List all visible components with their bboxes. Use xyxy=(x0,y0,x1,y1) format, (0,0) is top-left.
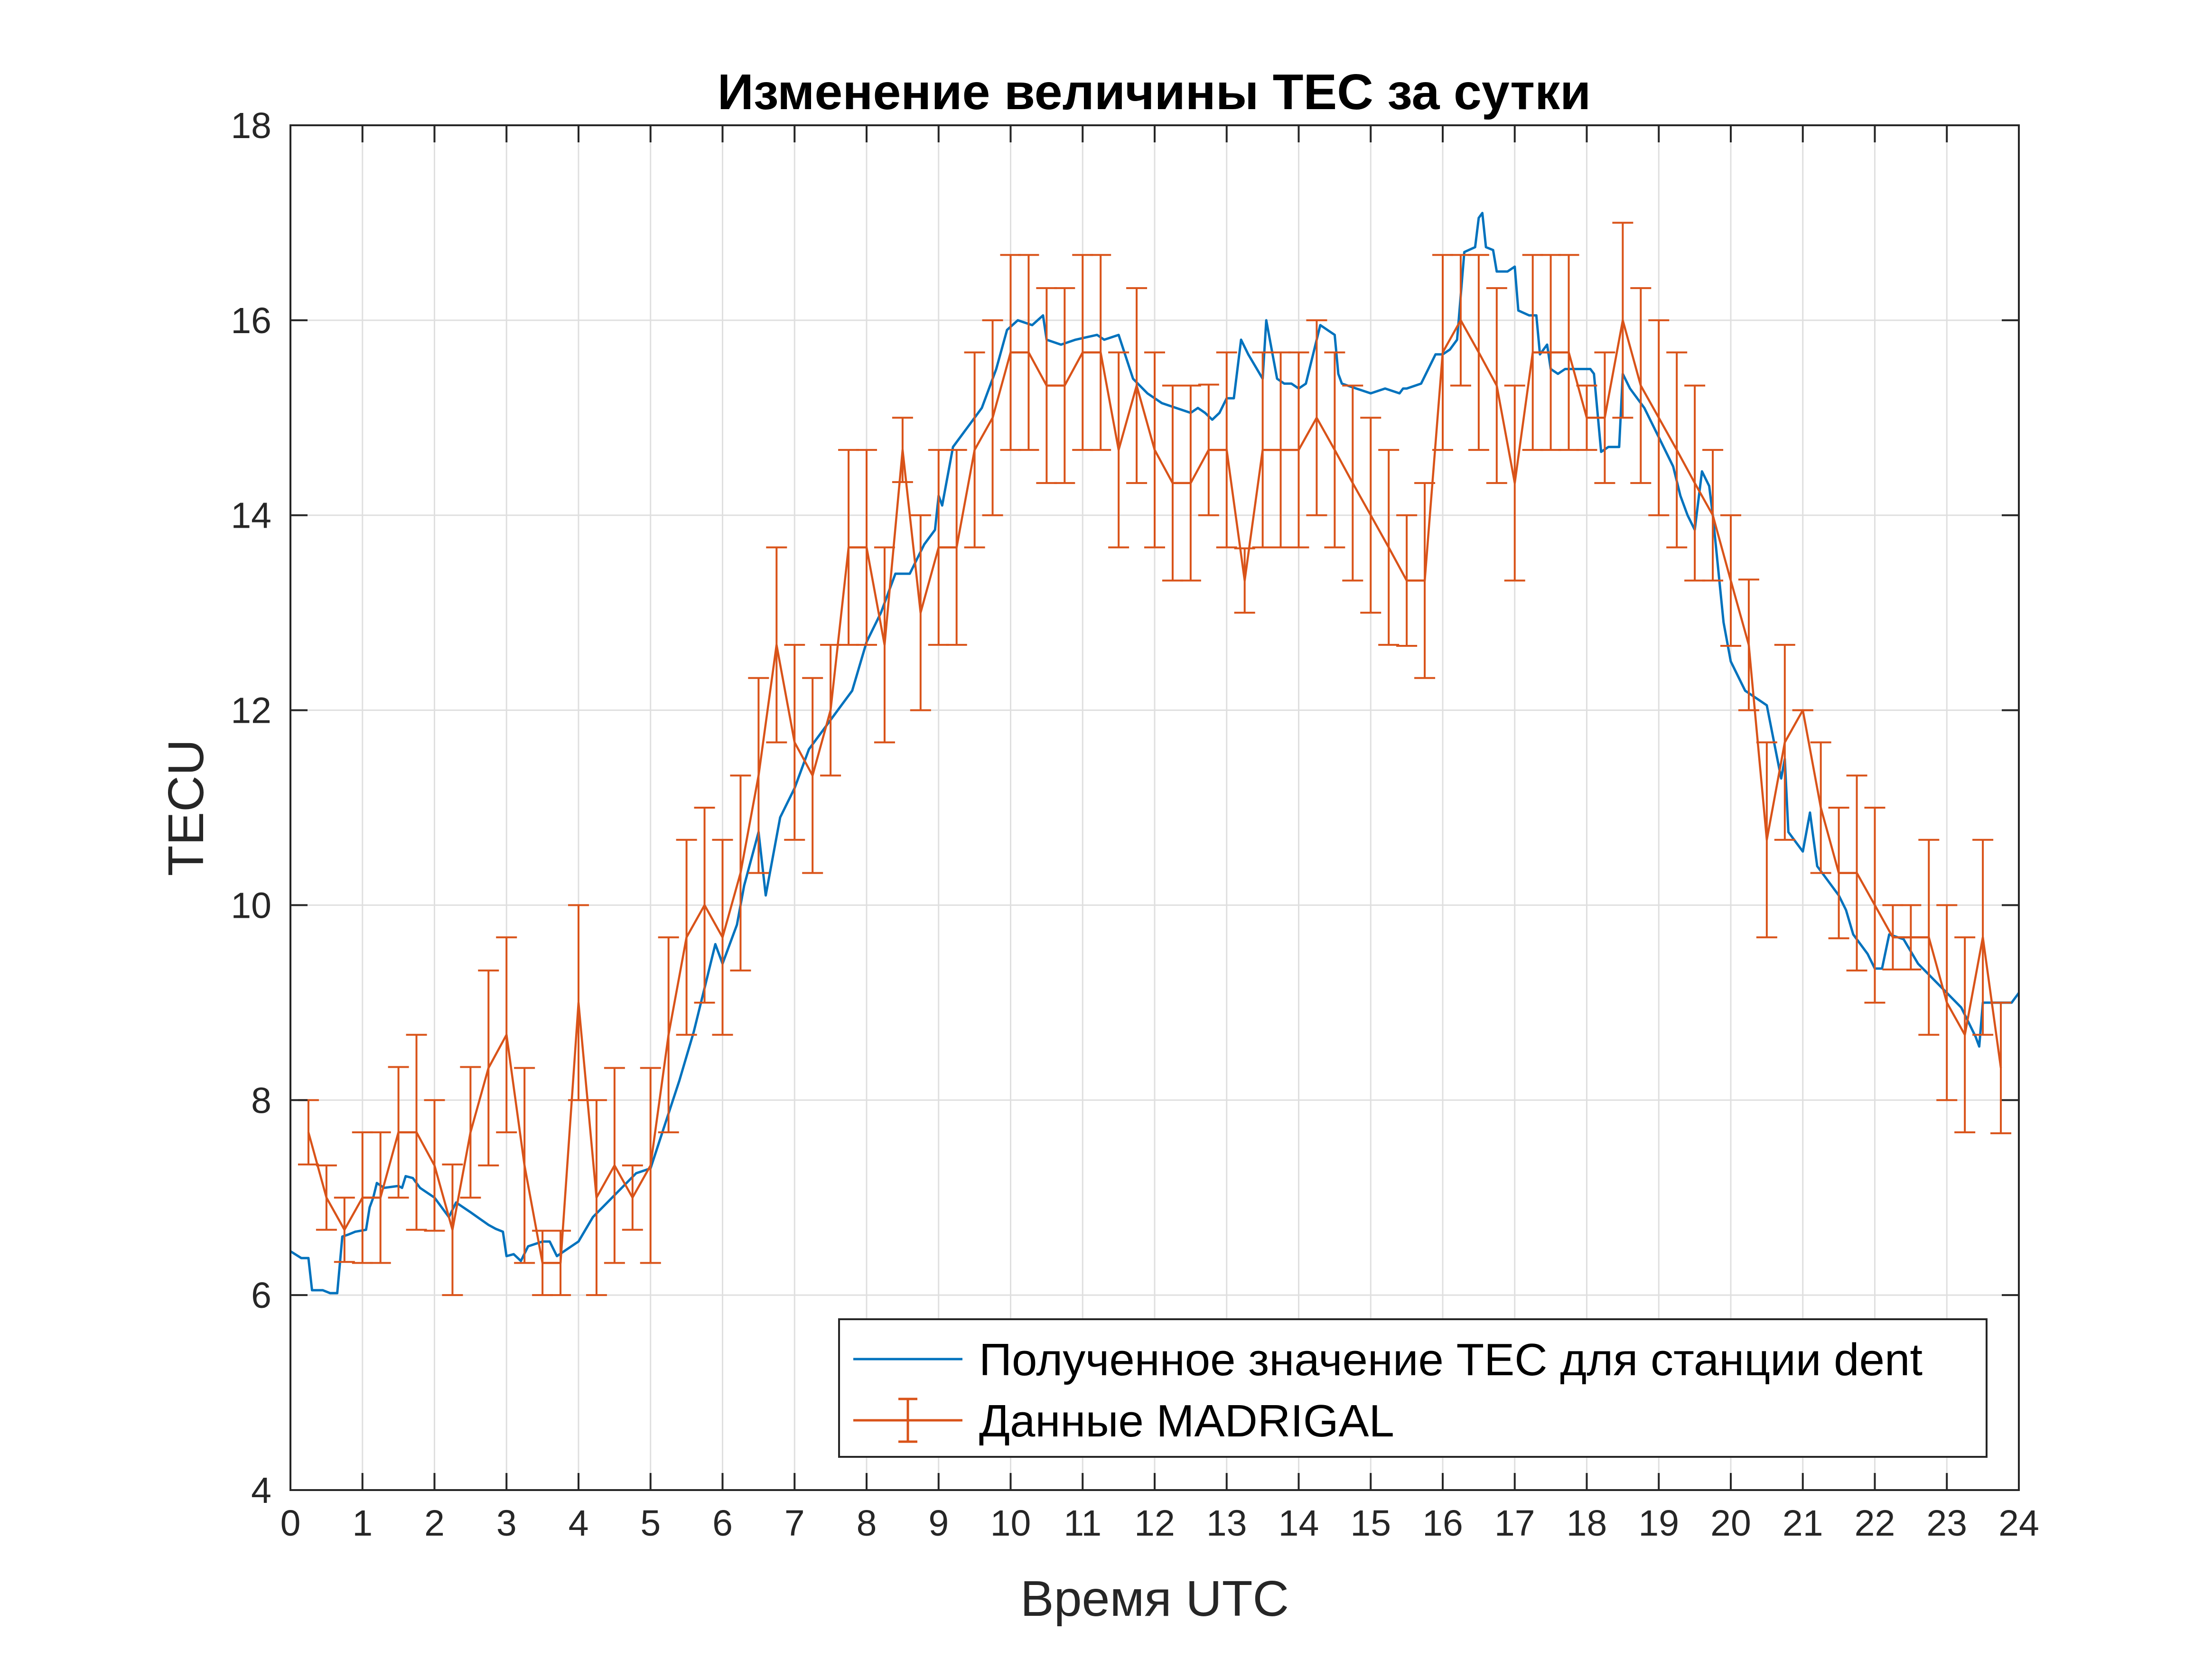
legend: Полученное значение TEC для станции dent… xyxy=(838,1318,1988,1458)
y-tick-label: 12 xyxy=(231,690,271,731)
y-tick-label: 4 xyxy=(251,1470,271,1511)
x-tick-label: 23 xyxy=(1926,1503,1967,1544)
x-tick-label: 5 xyxy=(640,1503,661,1544)
y-tick-label: 6 xyxy=(251,1275,271,1316)
x-tick-label: 11 xyxy=(1064,1503,1101,1544)
x-tick-label: 19 xyxy=(1638,1503,1679,1544)
x-tick-label: 7 xyxy=(784,1503,805,1544)
x-tick-label: 20 xyxy=(1710,1503,1751,1544)
x-tick-label: 16 xyxy=(1422,1503,1463,1544)
chart-title: Изменение величины TEC за сутки xyxy=(718,64,1591,120)
x-tick-label: 13 xyxy=(1206,1503,1247,1544)
y-tick-label: 18 xyxy=(231,105,271,146)
series-madrigal xyxy=(298,222,2012,1296)
x-tick-label: 14 xyxy=(1279,1503,1319,1544)
x-tick-label: 9 xyxy=(928,1503,949,1544)
y-tick-label: 14 xyxy=(231,495,271,536)
x-tick-label: 2 xyxy=(424,1503,445,1544)
x-tick-label: 4 xyxy=(569,1503,589,1544)
x-tick-label: 17 xyxy=(1494,1503,1535,1544)
x-tick-label: 0 xyxy=(280,1503,301,1544)
legend-label-madrigal: Данные MADRIGAL xyxy=(979,1396,1394,1446)
x-tick-label: 3 xyxy=(496,1503,517,1544)
x-tick-label: 6 xyxy=(712,1503,733,1544)
legend-label-tec: Полученное значение TEC для станции dent xyxy=(979,1334,1923,1385)
y-tick-label: 8 xyxy=(251,1080,271,1121)
x-tick-label: 10 xyxy=(990,1503,1031,1544)
x-tick-label: 15 xyxy=(1350,1503,1391,1544)
series-tec-dent-line xyxy=(289,212,2020,1295)
legend-box xyxy=(838,1318,1988,1458)
x-tick-label: 1 xyxy=(352,1503,373,1544)
x-axis-label: Время UTC xyxy=(1020,1571,1289,1627)
y-tick-label: 10 xyxy=(231,885,271,926)
x-tick-label: 24 xyxy=(1998,1503,2039,1544)
series-layer xyxy=(289,212,2020,1296)
x-tick-label: 18 xyxy=(1567,1503,1607,1544)
y-axis-label: TECU xyxy=(158,739,214,876)
tick-layer: 0 1 2 3 4 5 6 7 8 9 10 11 12 13 14 15 16 17 18 19 20 21 22 23 24… xyxy=(231,105,2039,1544)
x-tick-label: 8 xyxy=(857,1503,877,1544)
x-tick-label: 12 xyxy=(1134,1503,1175,1544)
plot-area: 0 1 2 3 4 5 6 7 8 9 10 11 12 13 14 15 16 17 18 19 20 21 22 23 24… xyxy=(231,105,2039,1544)
y-tick-label: 16 xyxy=(231,300,271,341)
x-tick-label: 22 xyxy=(1855,1503,1895,1544)
x-tick-label: 21 xyxy=(1783,1503,1823,1544)
